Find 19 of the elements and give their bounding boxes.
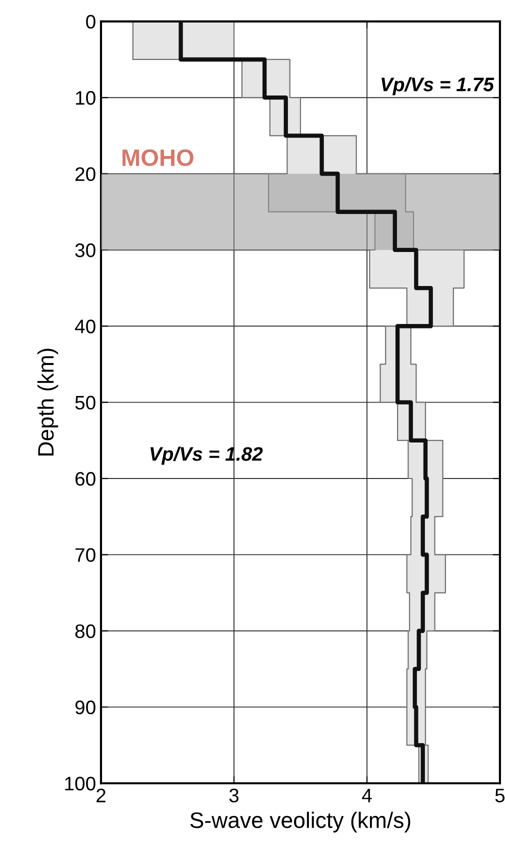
y-tick-label: 60 bbox=[76, 472, 96, 486]
x-axis-title: S-wave veolicty (km/s) bbox=[190, 812, 410, 832]
band-label: MOHO bbox=[122, 149, 194, 166]
y-axis-title: Depth (km) bbox=[37, 348, 58, 456]
y-tick-label: 20 bbox=[75, 167, 96, 182]
x-tick-label: 3 bbox=[229, 788, 239, 802]
y-tick-label: 70 bbox=[76, 548, 96, 562]
y-tick-label: 90 bbox=[75, 700, 96, 714]
y-tick-label: 50 bbox=[75, 396, 96, 410]
y-tick-label: 100 bbox=[65, 776, 96, 790]
x-tick-label: 5 bbox=[495, 788, 505, 802]
x-tick-label: 4 bbox=[362, 788, 372, 802]
y-tick-label: 0 bbox=[86, 14, 96, 29]
y-tick-label: 80 bbox=[75, 624, 96, 638]
y-tick-label: 30 bbox=[75, 243, 96, 258]
y-tick-label: 10 bbox=[76, 91, 96, 105]
x-tick-label: 2 bbox=[96, 788, 106, 802]
annotation: Vp/Vs = 1.75 bbox=[382, 77, 494, 96]
y-tick-label: 40 bbox=[74, 320, 96, 334]
